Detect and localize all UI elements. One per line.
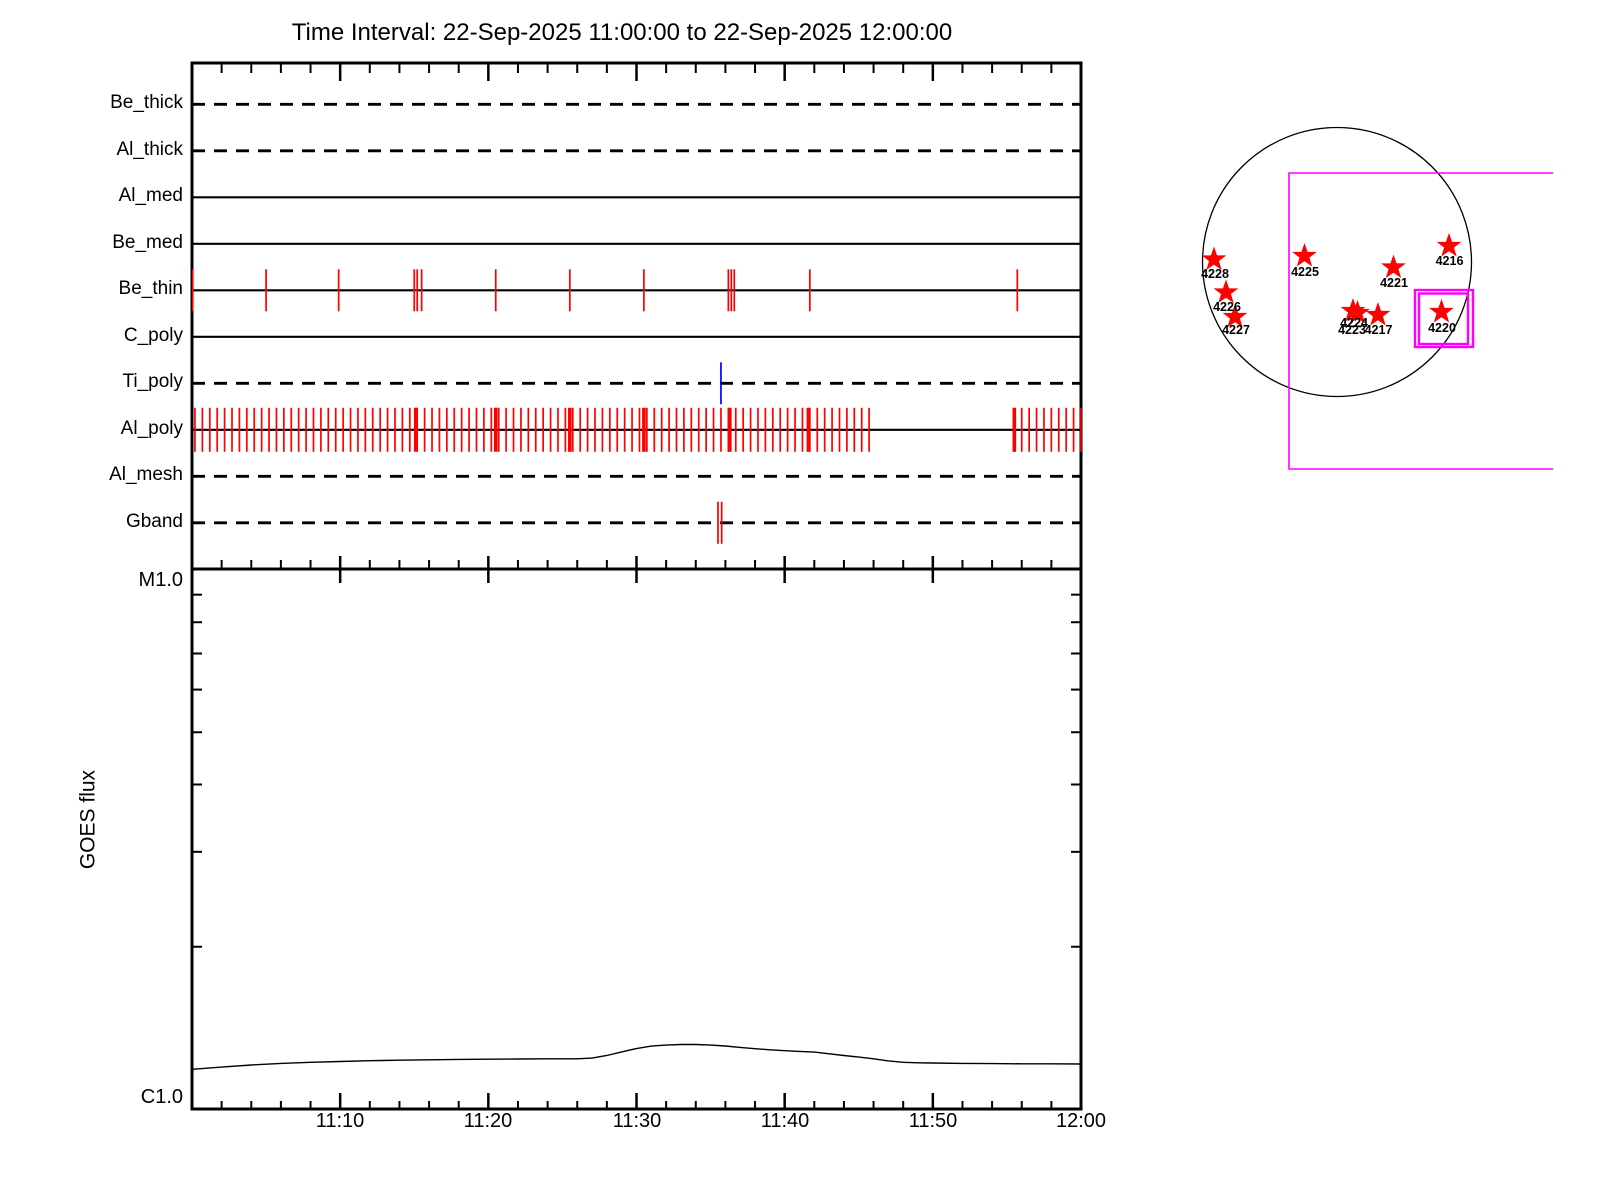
small-fov-box-outer [1413, 288, 1475, 349]
ar-label-4225: 4225 [1291, 265, 1319, 279]
ar-label-4223: 4223 [1338, 323, 1366, 337]
ar-label-4226: 4226 [1213, 299, 1241, 314]
xtick-1130: 11:30 [612, 1110, 662, 1132]
large-fov-box [1288, 172, 1553, 470]
ar-star-4221 [1381, 254, 1406, 279]
goes-ytick-c1: C1.0 [140, 1086, 183, 1108]
ar-star-4225 [1292, 242, 1317, 267]
filter-label-ti-poly: Ti_poly [122, 371, 183, 392]
ar-star-4220 [1429, 298, 1454, 323]
small-fov-box-inner [1417, 292, 1470, 346]
ar-label-4220: 4220 [1428, 320, 1456, 335]
ar-label-4221: 4221 [1380, 276, 1408, 290]
ar-star-4217 [1365, 301, 1391, 326]
xtick-1150: 11:50 [908, 1110, 958, 1132]
ar-star-4226 [1213, 279, 1239, 304]
ar-star-4227 [1222, 303, 1248, 328]
goes-flux-curve [191, 1043, 1082, 1070]
filter-label-c-poly: C_poly [123, 325, 183, 346]
filter-label-gband: Gband [125, 511, 183, 532]
filter-label-be-thin: Be_thin [118, 278, 183, 299]
ar-star-4223 [1345, 299, 1370, 324]
page-title: Time Interval: 22-Sep-2025 11:00:00 to 2… [291, 19, 953, 46]
xtick-1110: 11:10 [315, 1110, 365, 1132]
filter-label-al-poly: Al_poly [120, 418, 183, 439]
filter-label-al-med: Al_med [118, 185, 183, 206]
timeline-panel [190, 61, 1083, 583]
xtick-1200: 12:00 [1055, 1110, 1107, 1132]
goes-panel [190, 567, 1083, 1111]
ar-label-4228: 4228 [1201, 267, 1229, 281]
filter-label-be-thick: Be_thick [110, 92, 183, 113]
solar-map [1201, 126, 1553, 470]
filter-label-be-med: Be_med [112, 232, 183, 253]
ar-star-4216 [1436, 232, 1462, 257]
xtick-1140: 11:40 [760, 1110, 810, 1132]
solar-limb-circle [1201, 126, 1473, 398]
ar-star-4228 [1201, 246, 1227, 271]
filter-label-al-mesh: Al_mesh [109, 464, 183, 485]
goes-ytick-m1: M1.0 [138, 569, 183, 591]
ar-label-4216: 4216 [1435, 254, 1464, 268]
ar-label-4227: 4227 [1222, 323, 1250, 337]
ar-label-4217: 4217 [1364, 323, 1393, 337]
xtick-1120: 11:20 [463, 1110, 513, 1132]
ar-label-4224: 4224 [1340, 315, 1368, 330]
goes-yaxis-title: GOES flux [76, 769, 100, 870]
filter-label-al-thick: Al_thick [116, 139, 183, 160]
